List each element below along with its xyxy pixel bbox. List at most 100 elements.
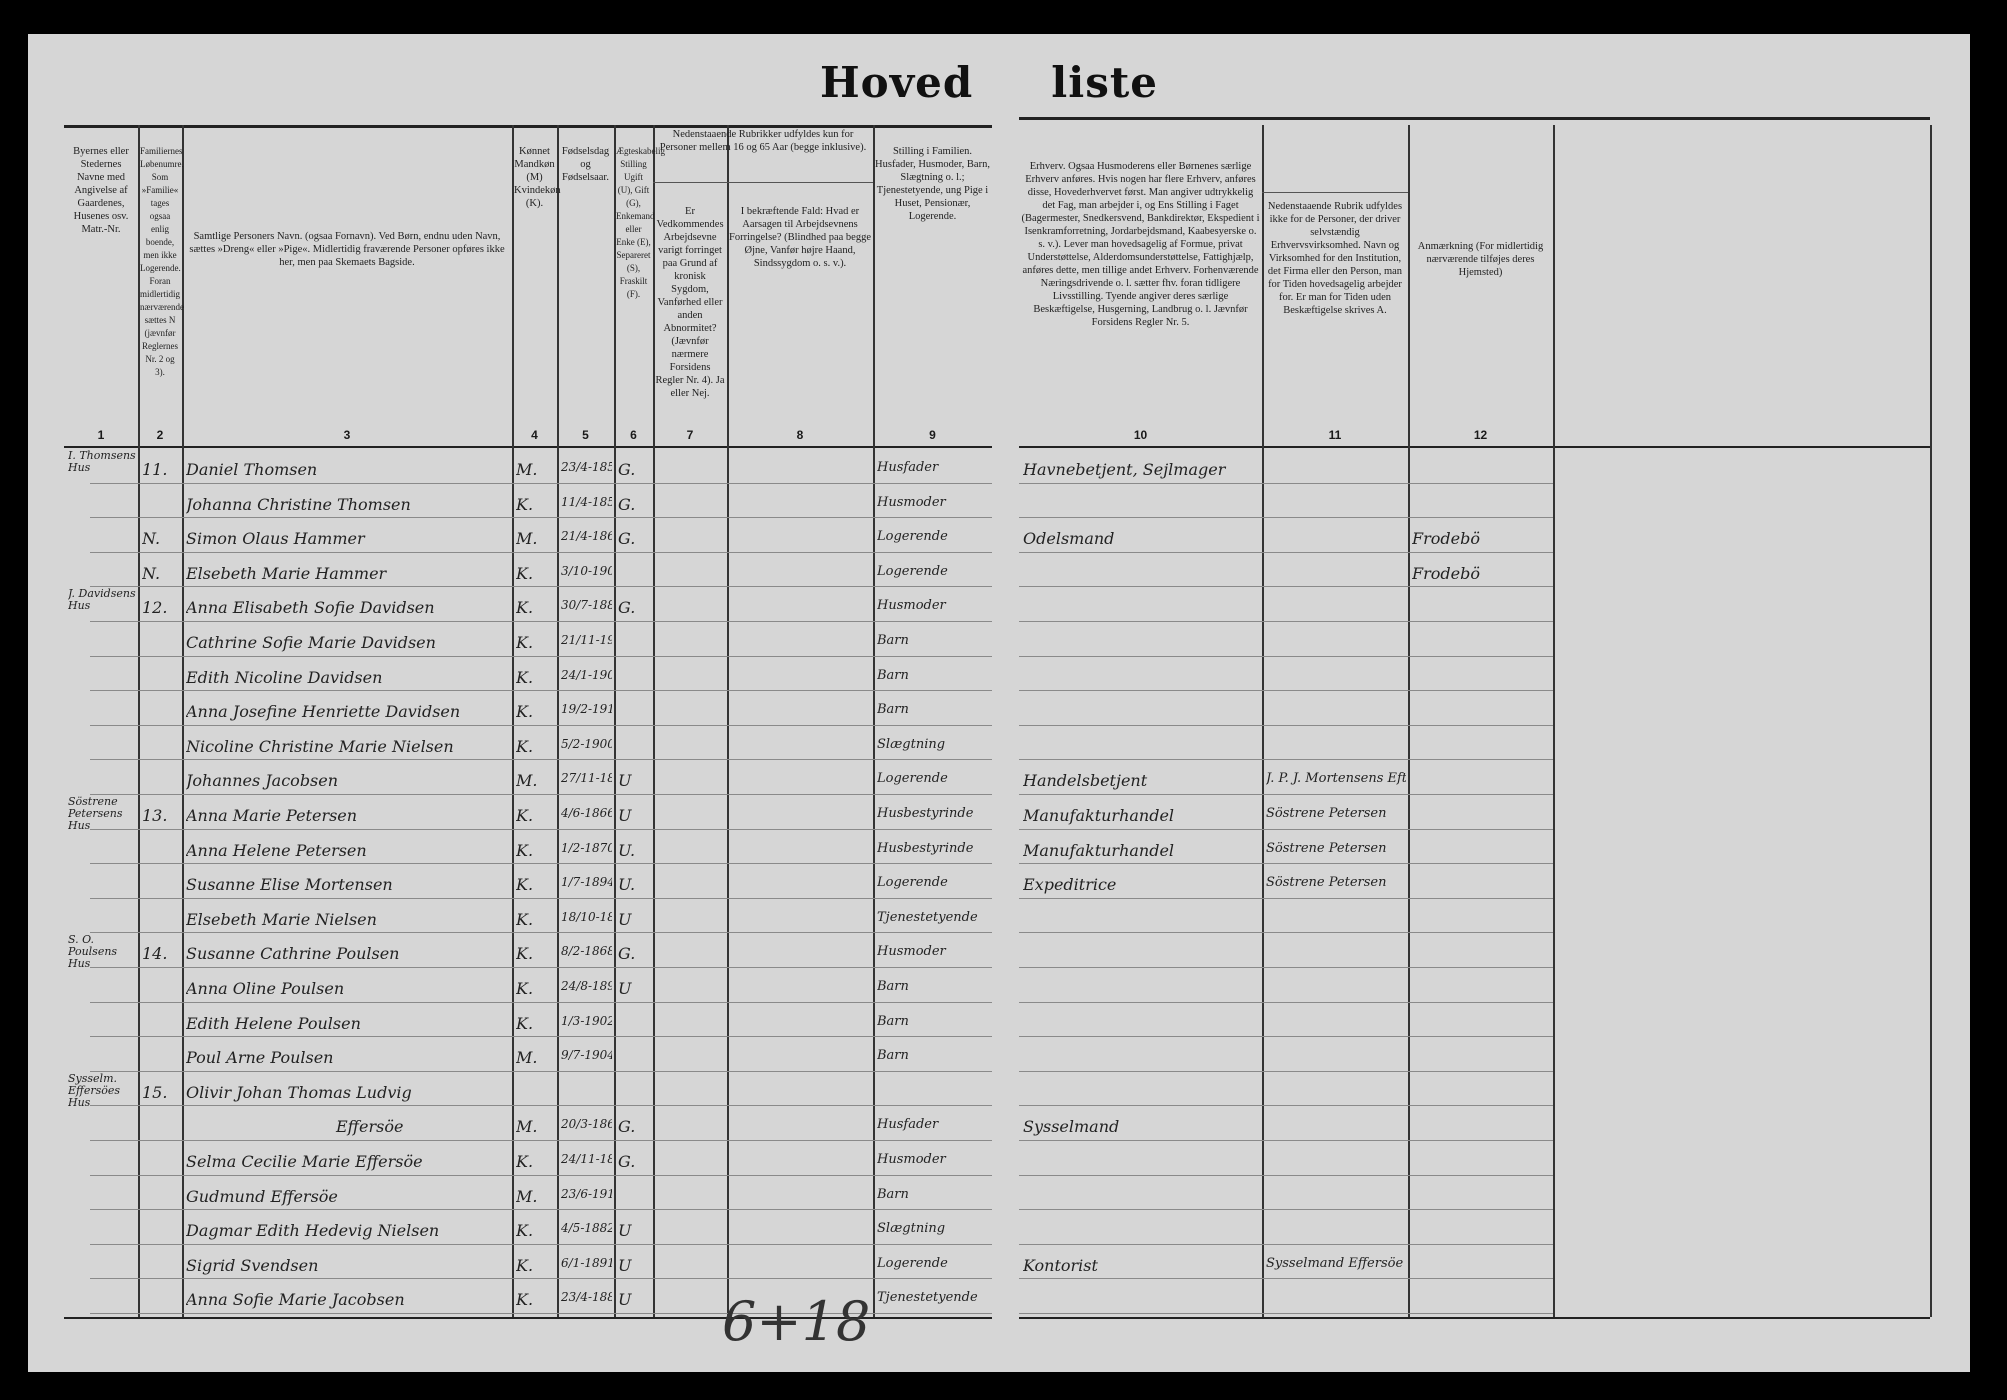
column-divider bbox=[138, 125, 140, 1317]
row-rule bbox=[1019, 621, 1553, 622]
row-16-col-5: 24/8-1898 bbox=[561, 979, 612, 993]
row-20-col-4: M. bbox=[516, 1117, 538, 1137]
row-2-col-3: Johanna Christine Thomsen bbox=[186, 494, 411, 514]
row-rule bbox=[1019, 586, 1553, 588]
row-13-col-6: U. bbox=[618, 875, 636, 895]
row-5-col-3: Anna Elisabeth Sofie Davidsen bbox=[186, 598, 435, 618]
column-divider bbox=[1408, 125, 1410, 1317]
row-rule bbox=[1019, 863, 1553, 865]
row-4-col-12: Frodebö bbox=[1412, 563, 1480, 583]
row-rule bbox=[1019, 1070, 1553, 1072]
row-24-col-11: Sysselmand Effersöe bbox=[1266, 1255, 1404, 1271]
row-15-col-5: 8/2-1868 bbox=[561, 944, 612, 959]
row-9-col-4: K. bbox=[516, 736, 534, 756]
row-2-col-5: 11/4-1850 bbox=[561, 494, 612, 509]
row-rule bbox=[1019, 1278, 1553, 1280]
row-6-col-3: Cathrine Sofie Marie Davidsen bbox=[186, 633, 436, 652]
row-3-col-2: N. bbox=[142, 529, 161, 549]
row-1-col-4: M. bbox=[516, 460, 538, 479]
column-divider bbox=[1553, 125, 1555, 1317]
row-21-col-6: G. bbox=[618, 1152, 636, 1171]
row-10-col-11: J. P. J. Mortensens Eftf. bbox=[1266, 771, 1406, 787]
row-13-col-4: K. bbox=[516, 875, 534, 895]
column-header-6: Ægteskabelig Stilling Ugift (U), Gift (G… bbox=[616, 146, 665, 299]
row-rule bbox=[90, 621, 992, 622]
row-11-col-3: Anna Marie Petersen bbox=[186, 806, 358, 825]
row-11-col-5: 4/6-1866 bbox=[561, 806, 612, 820]
row-rule bbox=[90, 1313, 992, 1314]
row-rule bbox=[90, 724, 992, 726]
row-10-col-5: 27/11-1886 bbox=[561, 771, 612, 786]
row-17-col-4: K. bbox=[516, 1013, 534, 1033]
row-14-col-4: K. bbox=[516, 909, 534, 929]
row-18-col-5: 9/7-1904 bbox=[561, 1048, 612, 1063]
table-bottom-rule bbox=[64, 1317, 992, 1319]
row-20-col-3: Effersöe bbox=[336, 1117, 404, 1137]
row-rule bbox=[90, 1278, 992, 1280]
top-rule bbox=[1019, 117, 1930, 120]
row-20-col-5: 20/3-1863 bbox=[561, 1117, 612, 1132]
row-4-col-3: Elsebeth Marie Hammer bbox=[186, 563, 387, 583]
column-header-7: Er Vedkommendes Arbejdsevne varigt forri… bbox=[655, 206, 725, 399]
column-number-6: 6 bbox=[630, 428, 637, 442]
column-header-10: Erhverv. Ogsaa Husmoderens eller Børnene… bbox=[1021, 161, 1260, 328]
row-rule bbox=[90, 759, 992, 761]
row-rule bbox=[90, 1001, 992, 1003]
row-rule bbox=[1019, 794, 1553, 795]
group-rule bbox=[1262, 192, 1408, 193]
row-6-col-9: Barn bbox=[877, 633, 909, 648]
column-divider bbox=[614, 125, 616, 1317]
row-12-col-10: Manufakturhandel bbox=[1023, 840, 1175, 860]
column-header-9: Stilling i Familien. Husfader, Husmoder,… bbox=[875, 146, 990, 222]
column-divider bbox=[557, 125, 559, 1317]
row-8-col-3: Anna Josefine Henriette Davidsen bbox=[186, 702, 461, 722]
row-10-col-4: M. bbox=[516, 771, 538, 791]
row-5-col-6: G. bbox=[618, 598, 636, 618]
row-6-col-5: 21/11-1907 bbox=[561, 633, 612, 647]
row-23-col-9: Slægtning bbox=[877, 1221, 946, 1237]
column-header-3: Samtlige Personers Navn. (ogsaa Fornavn)… bbox=[189, 231, 505, 268]
row-4-col-4: K. bbox=[516, 563, 534, 583]
column-number-9: 9 bbox=[929, 428, 936, 442]
row-12-col-3: Anna Helene Petersen bbox=[186, 840, 367, 860]
row-12-col-5: 1/2-1870 bbox=[561, 840, 612, 855]
row-24-col-9: Logerende bbox=[877, 1255, 948, 1271]
row-10-col-10: Handelsbetjent bbox=[1023, 771, 1148, 791]
column-divider bbox=[727, 125, 729, 1317]
page-title: Hoved liste bbox=[820, 58, 1158, 107]
row-11-col-10: Manufakturhandel bbox=[1023, 806, 1175, 825]
row-rule bbox=[90, 517, 992, 519]
row-11-col-9: Husbestyrinde bbox=[877, 806, 974, 821]
column-header-2: Familiernes Løbenumre. Som »Familie« tag… bbox=[140, 146, 184, 377]
row-rule bbox=[1019, 1036, 1553, 1038]
row-17-col-5: 1/3-1902 bbox=[561, 1013, 612, 1028]
row-15-col-3: Susanne Cathrine Poulsen bbox=[186, 944, 400, 964]
row-rule bbox=[90, 655, 992, 657]
row-16-col-4: K. bbox=[516, 979, 534, 998]
row-13-col-9: Logerende bbox=[877, 875, 948, 891]
column-number-5: 5 bbox=[582, 428, 589, 442]
row-21-col-5: 24/11-1883 bbox=[561, 1152, 612, 1166]
row-rule bbox=[1019, 655, 1553, 657]
census-sheet bbox=[28, 34, 1970, 1372]
row-rule bbox=[1019, 1313, 1553, 1314]
row-14-col-5: 18/10-1887 bbox=[561, 909, 612, 924]
row-4-col-2: N. bbox=[142, 563, 161, 583]
row-rule bbox=[1019, 690, 1553, 692]
row-17-col-9: Barn bbox=[877, 1013, 909, 1029]
row-9-col-5: 5/2-1900 bbox=[561, 736, 612, 751]
row-6-col-4: K. bbox=[516, 633, 534, 652]
row-rule bbox=[90, 551, 992, 553]
column-header-1: Byernes eller Stedernes Navne med Angive… bbox=[73, 146, 129, 235]
row-rule bbox=[90, 967, 992, 968]
row-3-col-4: M. bbox=[516, 529, 538, 549]
row-11-col-4: K. bbox=[516, 806, 534, 825]
row-22-col-5: 23/6-1914 bbox=[561, 1186, 612, 1201]
row-12-col-9: Husbestyrinde bbox=[877, 840, 974, 856]
column-number-11: 11 bbox=[1328, 428, 1342, 442]
row-25-col-5: 23/4-1887 bbox=[561, 1290, 612, 1305]
row-13-col-5: 1/7-1894 bbox=[561, 875, 612, 890]
row-11-col-2: 13. bbox=[142, 806, 168, 825]
row-12-col-11: Söstrene Petersen bbox=[1266, 840, 1387, 856]
header-bottom-rule bbox=[1019, 446, 1930, 448]
